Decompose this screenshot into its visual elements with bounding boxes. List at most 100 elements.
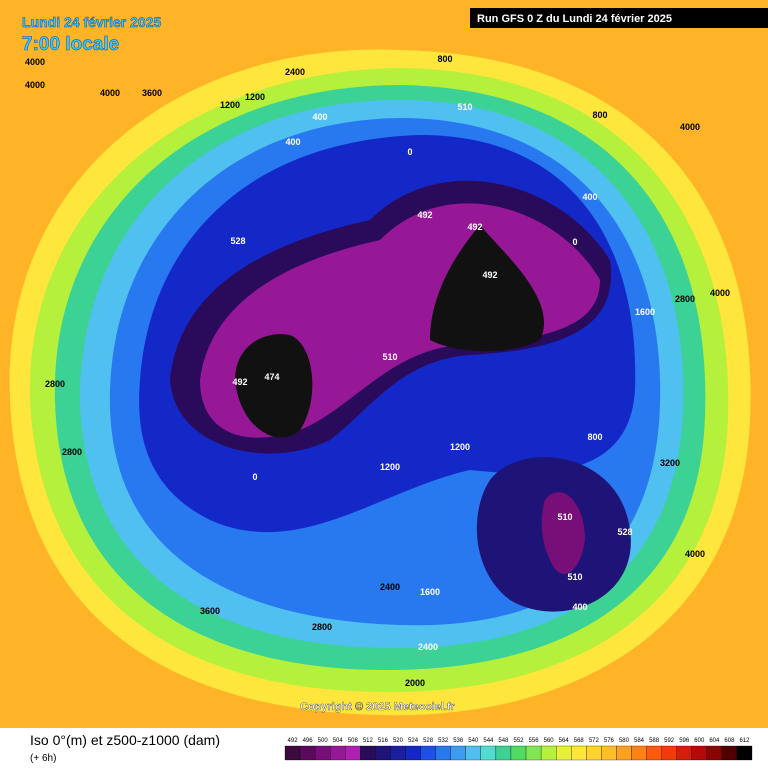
colorbar-label: 544 <box>483 738 494 744</box>
colorbar-swatch <box>405 745 421 761</box>
contour-label: 2800 <box>45 379 65 389</box>
contour-label: 1600 <box>635 307 655 317</box>
contour-label: 400 <box>285 137 300 147</box>
colorbar-label: 504 <box>333 738 344 744</box>
low-se-core <box>541 492 585 574</box>
contour-label: 510 <box>457 102 472 112</box>
contour-label: 2400 <box>418 642 438 652</box>
colorbar-label: 576 <box>604 738 615 744</box>
colorbar-swatch <box>691 745 707 761</box>
colorbar-swatch <box>525 745 542 761</box>
colorbar-label: 532 <box>438 738 449 744</box>
colorbar-swatch <box>495 745 512 761</box>
contour-label: 510 <box>382 352 397 362</box>
colorbar-label: 580 <box>619 738 630 744</box>
colorbar-label: 560 <box>544 738 555 744</box>
colorbar-label: 604 <box>709 738 720 744</box>
contour-label: 1200 <box>245 92 265 102</box>
colorbar-label: 508 <box>348 738 359 744</box>
contour-label: 510 <box>567 572 582 582</box>
contour-label: 0 <box>252 472 257 482</box>
contour-label: 1200 <box>380 462 400 472</box>
colorbar-swatch <box>345 745 361 761</box>
contour-label: 1200 <box>220 100 240 110</box>
colorbar-label: 492 <box>288 738 299 744</box>
legend-step: (+ 6h) <box>30 753 56 764</box>
contour-label: 4000 <box>710 288 730 298</box>
contour-label: 492 <box>482 270 497 280</box>
colorbar-label: 568 <box>574 738 585 744</box>
colorbar-swatch <box>571 745 587 761</box>
colorbar-label: 548 <box>498 738 509 744</box>
colorbar-swatch <box>601 745 617 761</box>
contour-label: 2800 <box>675 294 695 304</box>
colorbar-label: 520 <box>393 738 404 744</box>
colorbar-swatch <box>676 745 692 761</box>
colorbar-swatch <box>420 745 436 761</box>
contour-label: 4000 <box>685 549 705 559</box>
colorbar-label: 564 <box>559 738 570 744</box>
colorbar-swatch <box>314 745 331 761</box>
colorbar-swatch <box>540 745 557 761</box>
colorbar-swatch <box>390 745 406 761</box>
colorbar-swatch <box>736 745 753 761</box>
colorbar-label: 584 <box>634 738 645 744</box>
contour-label: 2400 <box>285 67 305 77</box>
contour-label: 4000 <box>100 88 120 98</box>
colorbar-label: 516 <box>378 738 389 744</box>
contour-label: 800 <box>437 54 452 64</box>
colorbar-label: 600 <box>694 738 705 744</box>
colorbar-swatch <box>556 745 572 761</box>
colorbar-label: 528 <box>423 738 434 744</box>
date: Lundi 24 février 2025 <box>22 14 162 30</box>
colorbar-swatch <box>360 745 376 761</box>
colorbar-label: 524 <box>408 738 419 744</box>
colorbar-swatch <box>510 745 527 761</box>
contour-label: 492 <box>417 210 432 220</box>
colorbar-swatch <box>450 745 466 761</box>
colorbar-label: 496 <box>303 738 314 744</box>
contour-label: 1200 <box>450 442 470 452</box>
contour-label: 528 <box>230 236 245 246</box>
colorbar-swatch <box>721 745 738 761</box>
contour-label: 4000 <box>680 122 700 132</box>
contour-label: 2400 <box>380 582 400 592</box>
contour-label: 2800 <box>62 447 82 457</box>
contour-label: 400 <box>582 192 597 202</box>
time: 7:00 locale <box>22 34 119 55</box>
colorbar-swatch <box>330 745 346 761</box>
colorbar-swatch <box>284 745 301 761</box>
colorbar-label: 596 <box>679 738 690 744</box>
colorbar-swatch <box>631 745 647 761</box>
contour-label: 800 <box>587 432 602 442</box>
colorbar-label: 500 <box>318 738 329 744</box>
legend-title: Iso 0°(m) et z500-z1000 (dam) <box>30 732 220 748</box>
colorbar-swatch <box>646 745 662 761</box>
contour-label: 492 <box>232 377 247 387</box>
contour-label: 400 <box>312 112 327 122</box>
contour-label: 492 <box>467 222 482 232</box>
colorbar-label: 512 <box>363 738 374 744</box>
colorbar-label: 540 <box>468 738 479 744</box>
low-west <box>235 334 313 438</box>
contour-label: 2800 <box>312 622 332 632</box>
colorbar-swatch <box>299 745 316 761</box>
low-north <box>430 225 545 352</box>
contour-label: 3600 <box>142 88 162 98</box>
contour-label: 0 <box>407 147 412 157</box>
colorbar-label: 588 <box>649 738 660 744</box>
contour-label: 528 <box>617 527 632 537</box>
contour-label: 3600 <box>200 606 220 616</box>
colorbar-label: 592 <box>664 738 675 744</box>
colorbar-swatch <box>480 745 497 761</box>
colorbar-label: 612 <box>739 738 750 744</box>
contour-label: 4000 <box>25 80 45 90</box>
colorbar-swatch <box>375 745 391 761</box>
contour-label: 3200 <box>660 458 680 468</box>
colorbar-label: 608 <box>724 738 735 744</box>
contour-label: 2000 <box>405 678 425 688</box>
colorbar-swatch <box>435 745 451 761</box>
contour-label: 510 <box>557 512 572 522</box>
colorbar-swatch <box>616 745 632 761</box>
colorbar-swatch <box>465 745 481 761</box>
